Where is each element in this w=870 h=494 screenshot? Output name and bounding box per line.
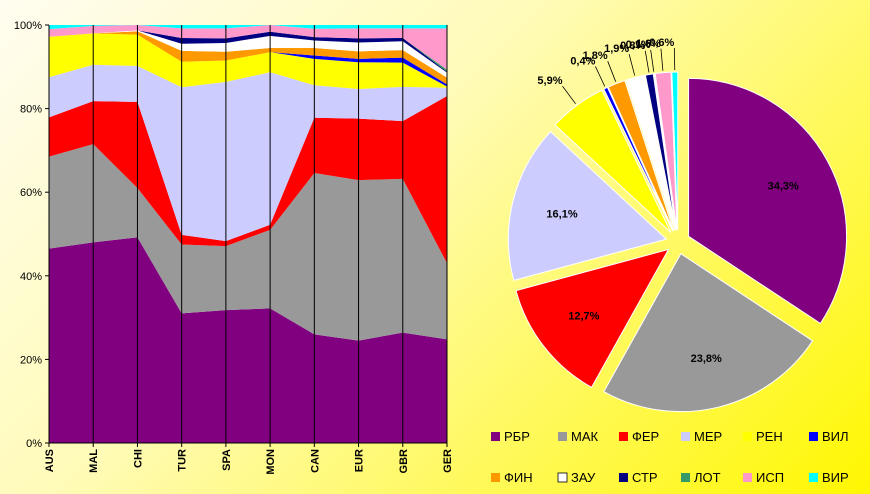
- x-tick-label: CHI: [132, 449, 144, 468]
- area-series-8: [49, 30, 447, 73]
- legend-label-10: ИСП: [756, 470, 784, 485]
- pie-label-7: 1,9%: [604, 43, 629, 55]
- pie-slice-0: [688, 77, 848, 325]
- pie-slice-5: [603, 86, 674, 232]
- pie-label-4: 5,9%: [537, 75, 562, 87]
- area-series-5: [49, 33, 447, 87]
- area-series-7: [49, 30, 447, 78]
- x-tick-label: EUR: [354, 449, 366, 472]
- legend-swatch-11: [809, 473, 818, 482]
- pie-slice-9: [652, 73, 677, 231]
- legend-swatch-9: [681, 473, 690, 482]
- area-series-4: [49, 33, 447, 89]
- pie-leader-8: [644, 50, 650, 73]
- legend-label-9: ЛОТ: [694, 470, 721, 485]
- legend-label-4: РЕН: [756, 429, 783, 444]
- pie-label-3: 16,1%: [546, 208, 577, 220]
- pie-slice-4: [554, 89, 672, 233]
- legend-label-2: ФЕР: [632, 429, 659, 444]
- pie-slice-11: [671, 71, 679, 231]
- legend-label-1: МАК: [571, 429, 599, 444]
- y-tick-label: 40%: [20, 271, 42, 283]
- legend-swatch-5: [809, 432, 818, 441]
- pie-slice-2: [515, 248, 670, 389]
- legend: РБР МАК ФЕР МЕР РЕН ВИЛ ФИН ЗАУ СТР ЛОТ ИСП ВИР: [491, 429, 849, 485]
- y-tick-label: 100%: [14, 20, 42, 32]
- x-tick-label: GBR: [398, 449, 410, 474]
- area-series-1: [49, 144, 447, 341]
- legend-swatch-1: [558, 432, 567, 441]
- legend-swatch-8: [619, 473, 628, 482]
- pie-chart: 34,3% 23,8% 12,7% 16,1% 5,9% 0,4%1,8%1,9%0,8%…: [507, 37, 848, 413]
- legend-swatch-0: [491, 432, 500, 441]
- pie-label-9: 0,1%: [626, 39, 651, 51]
- pie-label-5: 0,4%: [570, 55, 595, 67]
- x-tick-label: GER: [442, 449, 454, 473]
- pie-slice-6: [607, 79, 675, 232]
- area-gridlines: [48, 25, 448, 444]
- pie-slice-7: [625, 74, 676, 231]
- pie-label-2: 12,7%: [568, 311, 599, 323]
- pie-leader-5: [595, 66, 606, 87]
- x-tick-label: MON: [265, 449, 277, 475]
- x-tick-label: SPA: [221, 449, 233, 471]
- y-tick-label: 0%: [26, 438, 42, 450]
- legend-swatch-7: [557, 472, 568, 483]
- pie-label-8: 0,8%: [620, 40, 645, 52]
- area-series-11: [49, 25, 447, 30]
- area-series-layers: [49, 25, 447, 443]
- x-tick-label: TUR: [177, 449, 189, 472]
- pie-label-0: 34,3%: [768, 180, 799, 192]
- pie-leader-9: [650, 49, 655, 72]
- y-axis-ticks: 0% 20% 40% 60% 80% 100%: [14, 20, 49, 450]
- area-series-10: [49, 25, 447, 70]
- area-series-3: [49, 64, 447, 242]
- x-tick-label: AUS: [44, 449, 56, 472]
- pie-leader-10: [660, 48, 664, 71]
- legend-swatch-10: [743, 473, 752, 482]
- pie-label-10: 1,6%: [636, 38, 661, 50]
- legend-label-0: РБР: [504, 429, 530, 444]
- area-series-2: [49, 96, 447, 264]
- pie-label-6: 1,8%: [583, 50, 608, 62]
- pie-slice-3: [507, 130, 668, 281]
- x-tick-label: MAL: [88, 449, 100, 473]
- legend-label-5: ВИЛ: [822, 429, 849, 444]
- pie-label-1: 23,8%: [691, 353, 722, 365]
- pie-leader-7: [628, 54, 636, 76]
- pie-leader-6: [607, 61, 617, 82]
- y-tick-label: 20%: [20, 354, 42, 366]
- legend-label-8: СТР: [632, 470, 658, 485]
- area-series-6: [49, 31, 447, 85]
- y-tick-label: 60%: [20, 187, 42, 199]
- y-tick-label: 80%: [20, 104, 42, 116]
- legend-label-3: МЕР: [694, 429, 722, 444]
- pie-leader-lines: [562, 48, 676, 105]
- x-axis-ticks: AUS MAL CHI TUR SPA MON CAN EUR GBR GER: [44, 443, 454, 475]
- area-series-0: [49, 237, 447, 443]
- pie-slice-1: [603, 252, 814, 413]
- pie-slices: [507, 71, 848, 413]
- x-tick-label: CAN: [309, 449, 321, 473]
- stacked-area-chart: 0% 20% 40% 60% 80% 100% AUS MAL CHI TUR SPA MON CAN…: [14, 20, 454, 475]
- legend-swatch-2: [619, 432, 628, 441]
- legend-label-7: ЗАУ: [571, 470, 596, 485]
- pie-label-11: 0,6%: [649, 37, 674, 49]
- legend-label-11: ВИР: [822, 470, 849, 485]
- legend-swatch-4: [743, 432, 752, 441]
- pie-leader-4: [562, 85, 576, 105]
- legend-swatch-6: [491, 473, 500, 482]
- legend-swatch-3: [681, 432, 690, 441]
- pie-slice-10: [654, 71, 678, 231]
- legend-label-6: ФИН: [504, 470, 533, 485]
- pie-data-labels: 34,3% 23,8% 12,7% 16,1% 5,9% 0,4%1,8%1,9%0,8%…: [537, 37, 799, 365]
